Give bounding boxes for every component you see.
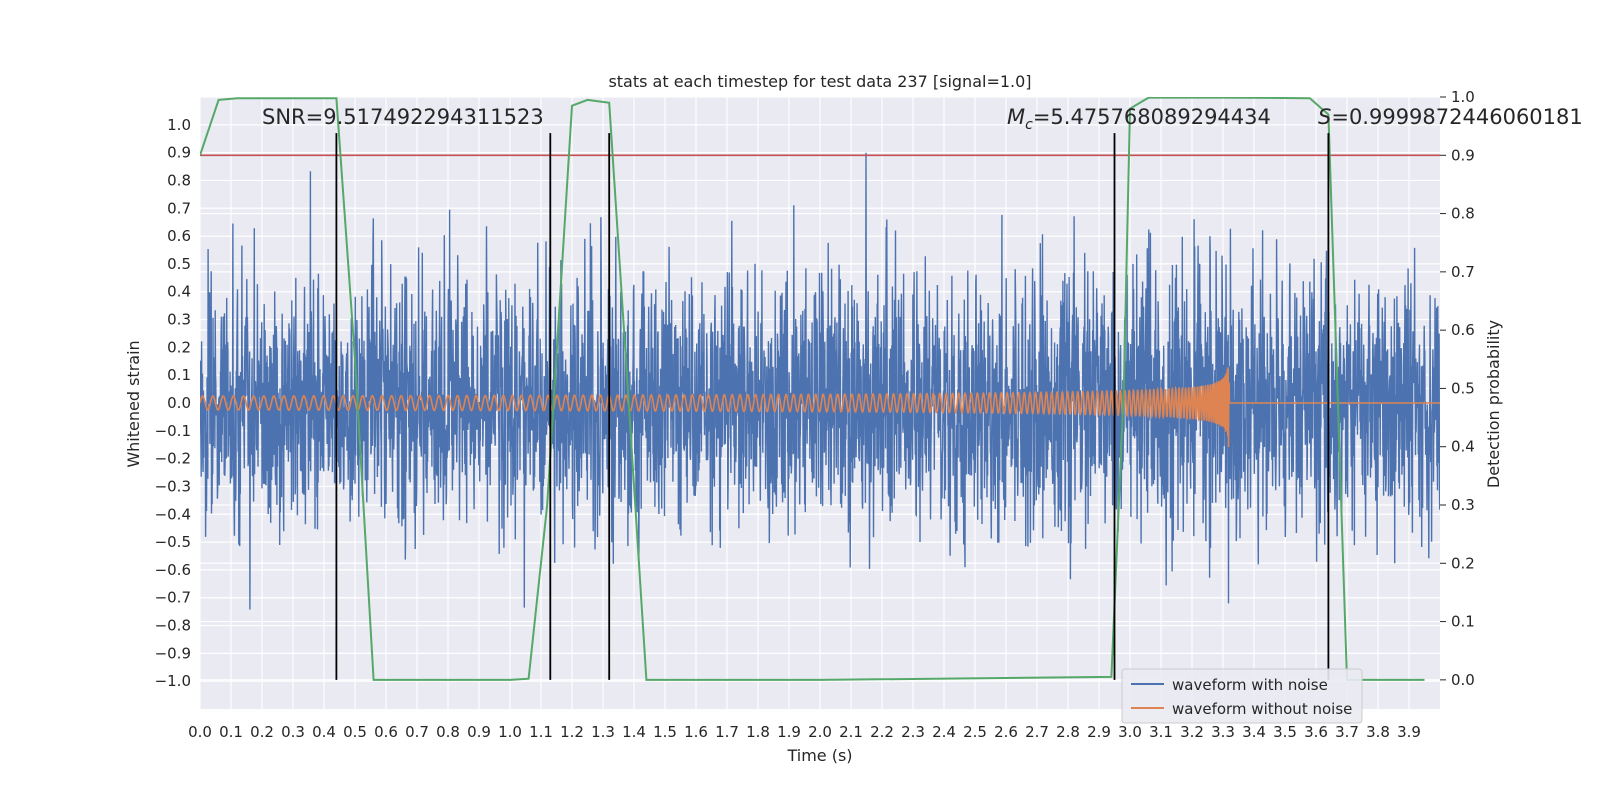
y-right-tick-label: 0.0 <box>1451 671 1475 689</box>
x-tick-label: 1.2 <box>560 723 584 741</box>
x-tick-label: 3.0 <box>1118 723 1142 741</box>
y-tick-label: −0.1 <box>155 422 191 440</box>
x-tick-label: 3.2 <box>1180 723 1204 741</box>
chart-title: stats at each timestep for test data 237… <box>608 72 1031 91</box>
y-tick-label: 0.8 <box>167 171 191 189</box>
y-tick-label: 0.7 <box>167 199 191 217</box>
x-tick-label: 0.1 <box>219 723 243 741</box>
x-tick-labels: 0.0 0.1 0.2 0.3 0.4 0.5 0.6 0.7 0.8 0.9 1.0 1.1 1.2 1… <box>188 723 1421 741</box>
x-tick-label: 3.8 <box>1366 723 1390 741</box>
y-tick-label: 0.5 <box>167 255 191 273</box>
y-tick-label: −0.8 <box>155 617 191 635</box>
series-layer <box>200 97 1440 681</box>
y-tick-label: −0.2 <box>155 450 191 468</box>
x-tick-label: 0.8 <box>436 723 460 741</box>
x-tick-label: 2.2 <box>870 723 894 741</box>
x-tick-label: 1.9 <box>777 723 801 741</box>
x-tick-label: 0.5 <box>343 723 367 741</box>
x-tick-label: 2.0 <box>808 723 832 741</box>
legend-box <box>1121 668 1363 724</box>
x-tick-label: 2.4 <box>932 723 956 741</box>
mc-symbol: M <box>1007 105 1025 129</box>
x-tick-label: 3.6 <box>1304 723 1328 741</box>
x-tick-label: 2.8 <box>1056 723 1080 741</box>
x-tick-label: 2.9 <box>1087 723 1111 741</box>
y-tick-label: 0.9 <box>167 144 191 162</box>
x-tick-label: 0.7 <box>405 723 429 741</box>
y-tick-label: 0.1 <box>167 366 191 384</box>
x-tick-label: 1.0 <box>498 723 522 741</box>
x-tick-label: 3.7 <box>1335 723 1359 741</box>
mc-value: =5.475768089294434 <box>1033 105 1271 129</box>
y-tick-label: 0.0 <box>167 394 191 412</box>
x-tick-label: 1.4 <box>622 723 646 741</box>
waveform-with-noise-line <box>200 152 1440 610</box>
y-tick-label: −0.3 <box>155 477 191 495</box>
y-right-tick-label: 0.6 <box>1451 321 1475 339</box>
y-tick-label: 0.6 <box>167 227 191 245</box>
x-tick-label: 0.4 <box>312 723 336 741</box>
y-axis-label: Whitened strain <box>124 340 143 467</box>
x-tick-label: 2.3 <box>901 723 925 741</box>
y-right-tick-label: 0.3 <box>1451 496 1475 514</box>
y-right-tick-label: 0.5 <box>1451 379 1475 397</box>
mc-subscript: c <box>1025 117 1033 133</box>
y-right-tick-label: 0.2 <box>1451 554 1475 572</box>
x-tick-label: 2.7 <box>1025 723 1049 741</box>
y-tick-label: −1.0 <box>155 672 191 690</box>
y-right-tick-label: 1.0 <box>1451 88 1475 106</box>
y-tick-label: 0.2 <box>167 338 191 356</box>
x-tick-label: 2.1 <box>839 723 863 741</box>
y-tick-label: −0.4 <box>155 505 191 523</box>
x-tick-label: 3.1 <box>1149 723 1173 741</box>
y-right-tick-label: 0.4 <box>1451 438 1475 456</box>
x-tick-label: 3.5 <box>1273 723 1297 741</box>
x-tick-label: 0.6 <box>374 723 398 741</box>
x-tick-label: 3.4 <box>1242 723 1266 741</box>
y-right-axis-label: Detection probability <box>1484 320 1503 488</box>
y-tick-label: 1.0 <box>167 116 191 134</box>
y-tick-label: 0.4 <box>167 283 191 301</box>
x-tick-label: 0.9 <box>467 723 491 741</box>
x-tick-label: 2.5 <box>963 723 987 741</box>
detection-probability-line <box>200 97 1425 681</box>
x-tick-label: 1.8 <box>746 723 770 741</box>
s-symbol: S <box>1318 105 1331 129</box>
y-tick-label: −0.7 <box>155 589 191 607</box>
y-tick-labels: 1.0 0.9 0.8 0.7 0.6 0.5 0.4 0.3 0.2 0.1 0.0 −0.1 −0.… <box>155 116 191 690</box>
s-value: =0.9999872446060181 <box>1331 105 1582 129</box>
x-axis-label: Time (s) <box>786 746 852 765</box>
waveform-without-noise-line <box>200 367 1440 448</box>
y-right-tick-label: 0.1 <box>1451 613 1475 631</box>
snr-annotation: SNR=9.517492294311523 <box>262 105 544 129</box>
x-tick-label: 0.3 <box>281 723 305 741</box>
x-tick-label: 1.6 <box>684 723 708 741</box>
y-tick-label: −0.5 <box>155 533 191 551</box>
y-tick-label: −0.6 <box>155 561 191 579</box>
x-tick-label: 3.3 <box>1211 723 1235 741</box>
x-tick-label: 1.3 <box>591 723 615 741</box>
x-tick-label: 2.6 <box>994 723 1018 741</box>
x-tick-label: 0.2 <box>250 723 274 741</box>
y-tick-label: −0.9 <box>155 644 191 662</box>
y-tick-label: 0.3 <box>167 311 191 329</box>
x-tick-label: 1.7 <box>715 723 739 741</box>
legend: waveform with noise waveform without noi… <box>1121 668 1363 724</box>
y-right-tick-labels: 1.0 0.9 0.8 0.7 0.6 0.5 0.4 0.3 0.2 0.1 0.0 <box>1440 88 1475 689</box>
x-tick-label: 1.5 <box>653 723 677 741</box>
legend-label-noisy: waveform with noise <box>1172 676 1328 694</box>
s-annotation: S=0.9999872446060181 <box>1318 105 1583 129</box>
mc-annotation: Mc=5.475768089294434 <box>1007 105 1271 133</box>
x-tick-label: 0.0 <box>188 723 212 741</box>
x-tick-label: 3.9 <box>1397 723 1421 741</box>
y-right-tick-label: 0.7 <box>1451 263 1475 281</box>
y-right-tick-label: 0.8 <box>1451 205 1475 223</box>
y-right-tick-label: 0.9 <box>1451 146 1475 164</box>
x-tick-label: 1.1 <box>529 723 553 741</box>
legend-label-clean: waveform without noise <box>1172 700 1352 718</box>
